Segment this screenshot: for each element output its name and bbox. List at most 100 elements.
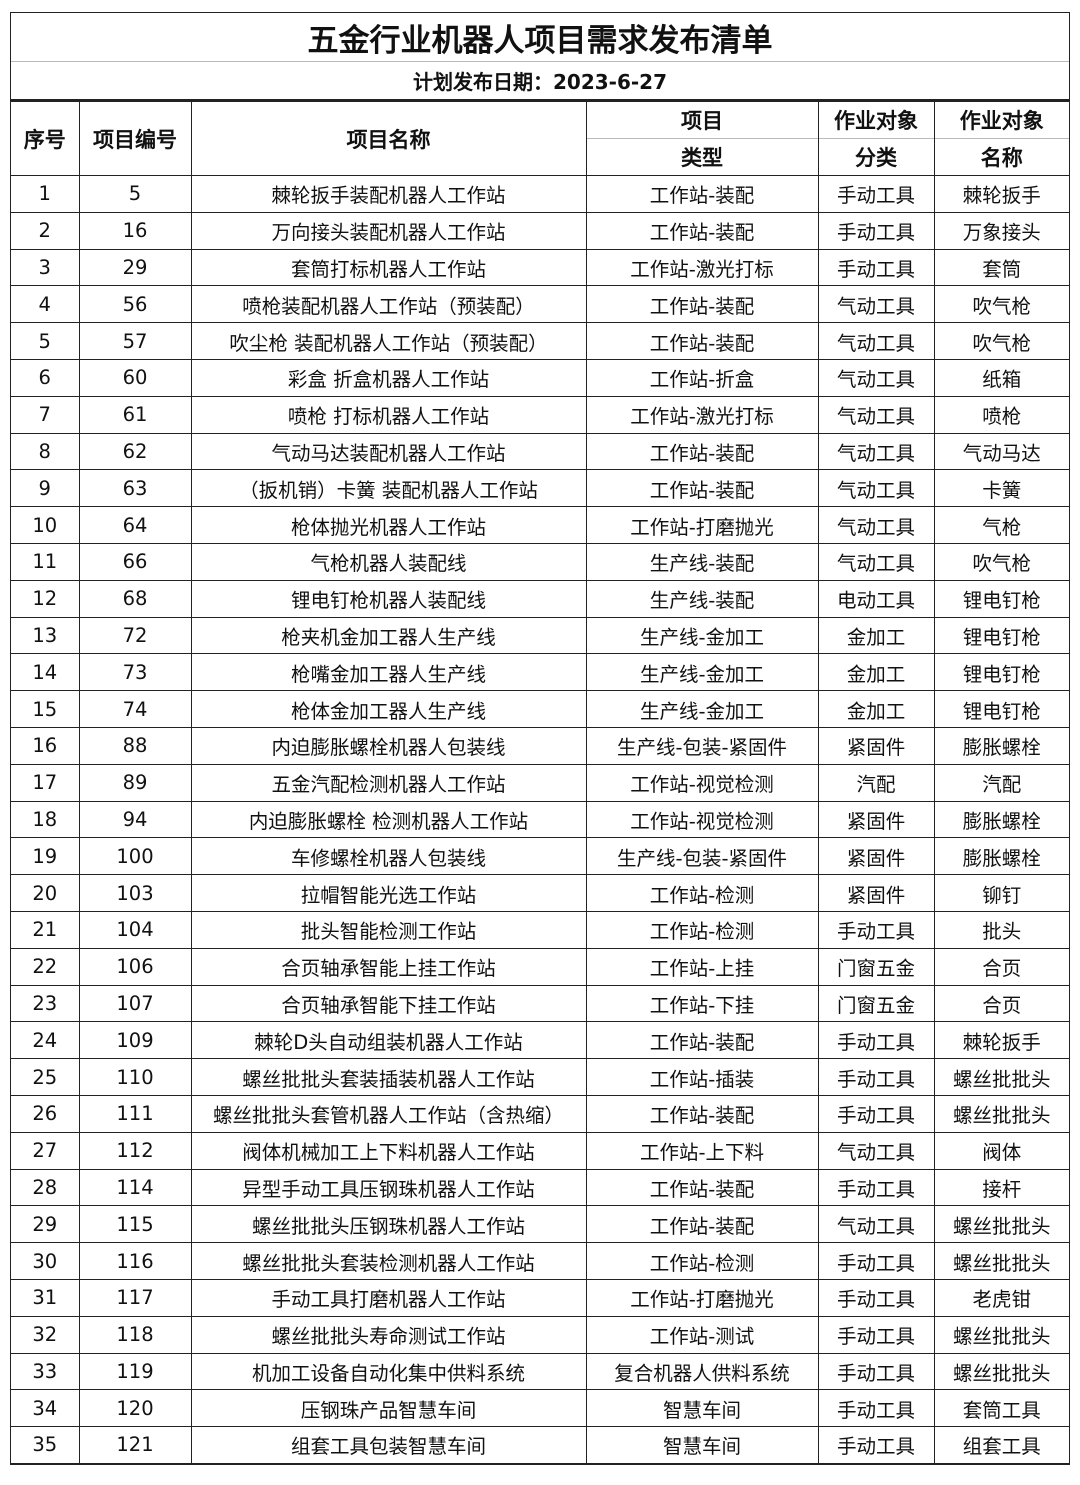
cell-seq: 9 — [11, 469, 80, 508]
header-row: 序号 项目编号 项目名称 项目 作业对象 作业对象 — [11, 101, 1069, 176]
cell-seq: 13 — [11, 616, 80, 655]
cell-name: 枪体金加工器人生产线 — [190, 690, 587, 728]
table-row: 21 104 批头智能检测工作站 工作站-检测 手动工具 批头 — [11, 910, 1069, 949]
cell-type: 工作站-上挂 — [585, 947, 819, 986]
cell-seq: 31 — [11, 1278, 80, 1317]
cell-type: 工作站-装配 — [585, 1021, 819, 1060]
cell-seq: 28 — [11, 1168, 80, 1207]
cell-type: 工作站-激光打标 — [585, 395, 819, 434]
cell-object: 螺丝批批头 — [933, 1058, 1069, 1096]
cell-type: 智慧车间 — [585, 1389, 819, 1428]
cell-seq: 21 — [11, 910, 80, 949]
cell-object: 螺丝批批头 — [933, 1242, 1069, 1280]
cell-type: 工作站-视觉检测 — [585, 800, 819, 839]
cell-seq: 6 — [11, 358, 80, 397]
header-seq: 序号 — [11, 101, 80, 176]
cell-seq: 3 — [11, 248, 80, 287]
table-row: 17 89 五金汽配检测机器人工作站 工作站-视觉检测 汽配 汽配 — [11, 763, 1069, 802]
cell-name: 手动工具打磨机器人工作站 — [190, 1278, 587, 1317]
cell-seq: 12 — [11, 579, 80, 618]
cell-category: 气动工具 — [817, 1131, 935, 1170]
cell-seq: 23 — [11, 984, 80, 1023]
header-object-bottom: 名称 — [933, 138, 1069, 176]
table-row: 1 5 棘轮扳手装配机器人工作站 工作站-装配 手动工具 棘轮扳手 — [11, 175, 1069, 213]
cell-object: 吹气枪 — [933, 542, 1069, 581]
cell-name: 阀体机械加工上下料机器人工作站 — [190, 1131, 587, 1170]
cell-code: 117 — [78, 1278, 192, 1317]
cell-code: 89 — [78, 763, 192, 802]
table-row: 28 114 异型手动工具压钢珠机器人工作站 工作站-装配 手动工具 接杆 — [11, 1168, 1069, 1207]
table-row: 8 62 气动马达装配机器人工作站 工作站-装配 气动工具 气动马达 — [11, 432, 1069, 471]
cell-category: 金加工 — [817, 653, 935, 692]
header-row-2: 类型 分类 名称 — [11, 138, 1069, 176]
cell-seq: 19 — [11, 837, 80, 876]
cell-object: 吹气枪 — [933, 322, 1069, 360]
cell-type: 工作站-装配 — [585, 1205, 819, 1244]
cell-object: 吹气枪 — [933, 285, 1069, 324]
cell-code: 94 — [78, 800, 192, 839]
cell-type: 工作站-检测 — [585, 910, 819, 949]
cell-type: 工作站-下挂 — [585, 984, 819, 1023]
cell-category: 气动工具 — [817, 469, 935, 508]
cell-type: 工作站-装配 — [585, 285, 819, 324]
project-table: 序号 项目编号 项目名称 项目 作业对象 作业对象 类型 分类 名称 1 5 棘轮扳… — [11, 101, 1069, 1464]
cell-object: 万象接头 — [933, 211, 1069, 250]
cell-object: 膨胀螺栓 — [933, 726, 1069, 765]
cell-category: 紧固件 — [817, 800, 935, 839]
cell-object: 锂电钉枪 — [933, 579, 1069, 618]
cell-object: 合页 — [933, 947, 1069, 986]
table-row: 13 72 枪夹机金加工器人生产线 生产线-金加工 金加工 锂电钉枪 — [11, 616, 1069, 655]
table-row: 14 73 枪嘴金加工器人生产线 生产线-金加工 金加工 锂电钉枪 — [11, 653, 1069, 692]
table-row: 9 63 （扳机销）卡簧 装配机器人工作站 工作站-装配 气动工具 卡簧 — [11, 469, 1069, 508]
cell-object: 阀体 — [933, 1131, 1069, 1170]
cell-code: 110 — [78, 1058, 192, 1096]
cell-seq: 5 — [11, 322, 80, 360]
table-row: 27 112 阀体机械加工上下料机器人工作站 工作站-上下料 气动工具 阀体 — [11, 1131, 1069, 1170]
table-row: 4 56 喷枪装配机器人工作站（预装配） 工作站-装配 气动工具 吹气枪 — [11, 285, 1069, 324]
cell-type: 工作站-打磨抛光 — [585, 506, 819, 544]
cell-seq: 16 — [11, 726, 80, 765]
requirements-sheet: 五金行业机器人项目需求发布清单 计划发布日期：2023-6-27 序号 项目编号… — [10, 12, 1070, 1465]
cell-seq: 4 — [11, 285, 80, 324]
cell-seq: 35 — [11, 1426, 80, 1464]
cell-category: 紧固件 — [817, 837, 935, 876]
cell-code: 112 — [78, 1131, 192, 1170]
table-row: 34 120 压钢珠产品智慧车间 智慧车间 手动工具 套筒工具 — [11, 1389, 1069, 1428]
cell-code: 5 — [78, 175, 192, 213]
cell-type: 工作站-检测 — [585, 1242, 819, 1280]
cell-type: 生产线-金加工 — [585, 690, 819, 728]
cell-code: 121 — [78, 1426, 192, 1464]
cell-seq: 24 — [11, 1021, 80, 1060]
table-row: 20 103 拉帽智能光选工作站 工作站-检测 紧固件 铆钉 — [11, 874, 1069, 912]
cell-object: 气动马达 — [933, 432, 1069, 471]
cell-type: 工作站-上下料 — [585, 1131, 819, 1170]
cell-type: 工作站-测试 — [585, 1315, 819, 1354]
cell-name: 合页轴承智能下挂工作站 — [190, 984, 587, 1023]
cell-category: 手动工具 — [817, 1352, 935, 1391]
cell-type: 生产线-装配 — [585, 579, 819, 618]
cell-category: 气动工具 — [817, 322, 935, 360]
table-body: 1 5 棘轮扳手装配机器人工作站 工作站-装配 手动工具 棘轮扳手 2 16 万向接头装配机器人… — [11, 175, 1069, 1464]
cell-category: 手动工具 — [817, 1278, 935, 1317]
cell-code: 63 — [78, 469, 192, 508]
cell-object: 纸箱 — [933, 358, 1069, 397]
cell-object: 气枪 — [933, 506, 1069, 544]
cell-category: 金加工 — [817, 690, 935, 728]
cell-category: 气动工具 — [817, 542, 935, 581]
cell-name: 螺丝批批头压钢珠机器人工作站 — [190, 1205, 587, 1244]
table-row: 19 100 车修螺栓机器人包装线 生产线-包装-紧固件 紧固件 膨胀螺栓 — [11, 837, 1069, 876]
cell-name: 棘轮D头自动组装机器人工作站 — [190, 1021, 587, 1060]
cell-object: 汽配 — [933, 763, 1069, 802]
table-row: 22 106 合页轴承智能上挂工作站 工作站-上挂 门窗五金 合页 — [11, 947, 1069, 986]
cell-code: 64 — [78, 506, 192, 544]
cell-name: 异型手动工具压钢珠机器人工作站 — [190, 1168, 587, 1207]
header-code: 项目编号 — [78, 101, 192, 176]
cell-code: 119 — [78, 1352, 192, 1391]
cell-code: 57 — [78, 322, 192, 360]
cell-type: 工作站-装配 — [585, 1168, 819, 1207]
cell-name: 螺丝批批头套管机器人工作站（含热缩） — [190, 1094, 587, 1133]
cell-type: 生产线-包装-紧固件 — [585, 726, 819, 765]
cell-name: 吹尘枪 装配机器人工作站（预装配） — [190, 322, 587, 360]
cell-object: 批头 — [933, 910, 1069, 949]
cell-category: 手动工具 — [817, 1058, 935, 1096]
